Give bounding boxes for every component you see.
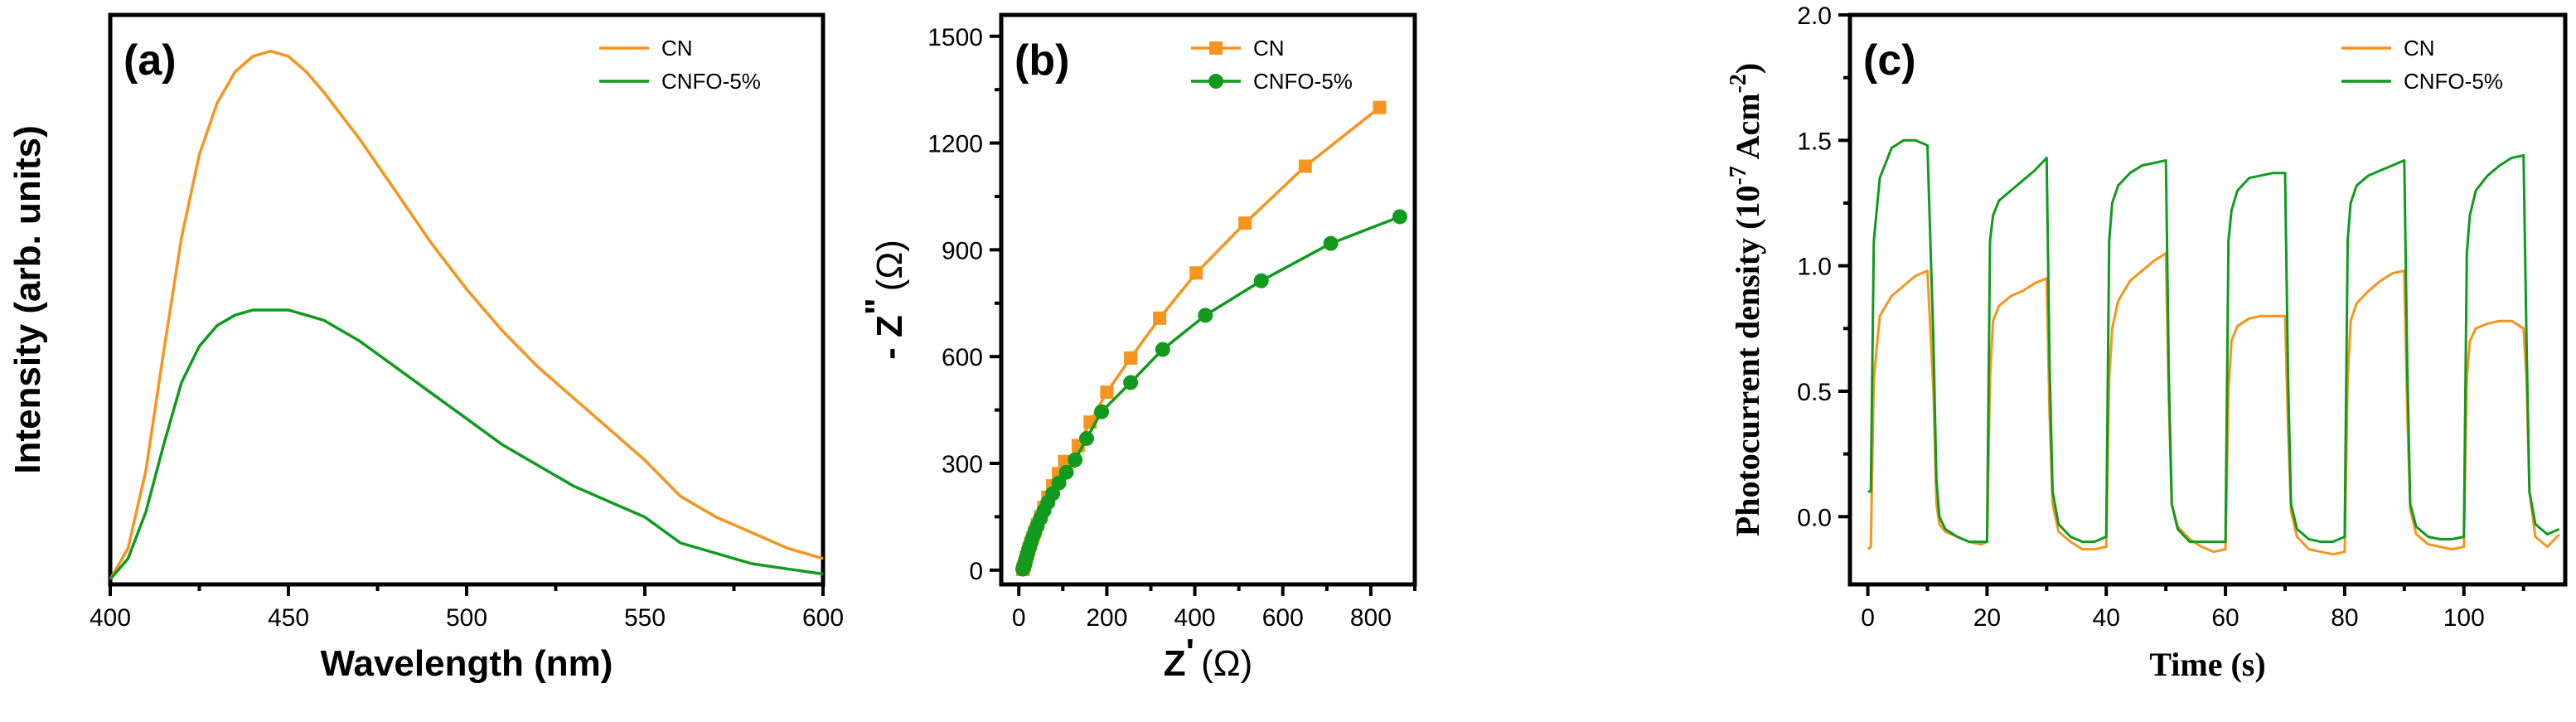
legend-label-cnfo: CNFO-5% — [661, 69, 761, 94]
y-tick-label: 300 — [942, 451, 983, 478]
legend-marker — [1208, 74, 1223, 89]
x-axis-title-prime: ' — [1186, 632, 1194, 672]
series-line-cnfo — [109, 308, 824, 580]
y-axis-title-prime: " — [858, 298, 898, 315]
x-tick-label: 800 — [1350, 604, 1392, 632]
data-point-cn — [1373, 100, 1387, 114]
y-axis-title-exp1: -7 — [1726, 166, 1751, 185]
y-tick-label: 0.5 — [1797, 379, 1832, 406]
x-axis-title-main: Z — [1164, 643, 1186, 684]
y-axis-title-suffix: ) — [1729, 63, 1766, 74]
legend-marker — [1209, 41, 1223, 55]
data-point-cn — [1298, 159, 1312, 173]
x-axis-title-unit: (Ω) — [1201, 643, 1252, 684]
x-tick-label: 200 — [1086, 604, 1127, 632]
x-tick-label: 400 — [90, 604, 131, 632]
data-point-cnfo — [1078, 430, 1094, 446]
x-tick-label: 600 — [1262, 604, 1304, 632]
plot-frame — [999, 12, 1417, 587]
panel-label: (a) — [123, 36, 177, 85]
data-point-cn — [1189, 266, 1203, 280]
y-tick-label: 0 — [969, 558, 983, 585]
x-axis-title: Time (s) — [2149, 646, 2265, 683]
x-tick-label: 100 — [2443, 604, 2485, 632]
data-point-cnfo — [1253, 273, 1269, 288]
data-point-cnfo — [1323, 235, 1339, 251]
y-tick-label: 1.0 — [1797, 254, 1832, 281]
data-point-cnfo — [1123, 375, 1139, 390]
data-point-cnfo — [1155, 342, 1170, 357]
legend-label-cnfo: CNFO-5% — [2404, 69, 2503, 94]
series-line-cn — [1867, 252, 2560, 556]
x-tick-label: 450 — [268, 604, 309, 632]
panel-label: (c) — [1863, 36, 1916, 85]
x-tick-label: 0 — [1012, 604, 1026, 632]
y-axis-title: - Z" (Ω) — [858, 240, 910, 360]
data-point-cnfo — [1051, 475, 1067, 491]
legend-label-cn: CN — [661, 36, 693, 61]
y-tick-label: 0.0 — [1797, 504, 1832, 531]
y-tick-label: 600 — [942, 344, 983, 371]
x-tick-label: 20 — [1973, 604, 2001, 632]
data-point-cnfo — [1198, 308, 1213, 323]
series-line-cn — [109, 49, 824, 580]
series-line-cnfo — [1021, 215, 1401, 570]
y-tick-label: 900 — [942, 237, 983, 264]
data-point-cn — [1100, 385, 1114, 400]
x-tick-label: 550 — [624, 604, 666, 632]
x-tick-label: 80 — [2331, 604, 2358, 632]
x-axis-title: Wavelength (nm) — [321, 643, 613, 684]
x-tick-label: 40 — [2093, 604, 2120, 632]
x-tick-label: 600 — [802, 604, 844, 632]
x-tick-label: 60 — [2211, 604, 2239, 632]
y-axis-title-unit: (Ω) — [869, 240, 910, 291]
y-tick-label: 1.5 — [1797, 128, 1832, 155]
plot-frame — [1847, 12, 2568, 587]
x-tick-label: 500 — [446, 604, 487, 632]
data-point-cn — [1153, 311, 1167, 325]
data-point-cnfo — [1094, 404, 1110, 419]
y-axis-title-main: - Z — [869, 315, 910, 360]
y-axis-title: Photocurrent density (10-7 Acm-2) — [1726, 63, 1766, 536]
data-point-cnfo — [1392, 209, 1407, 225]
data-point-cnfo — [1058, 464, 1074, 480]
legend-label-cn: CN — [2404, 36, 2435, 61]
panel-label: (b) — [1014, 36, 1069, 85]
y-tick-label: 1500 — [927, 24, 983, 51]
panel-a: 400 450 500 550 600 (a) Wavelength (nm) Intensi… — [7, 12, 844, 684]
y-tick-label: 1200 — [927, 131, 983, 158]
data-point-cnfo — [1068, 452, 1083, 468]
x-axis-title: Z' (Ω) — [1164, 632, 1253, 684]
y-axis-title-mid: Acm — [1729, 93, 1766, 166]
series-line-cnfo — [1867, 138, 2560, 544]
data-point-cn — [1238, 216, 1252, 230]
y-axis-title-exp2: -2 — [1726, 74, 1751, 93]
x-tick-label: 0 — [1861, 604, 1875, 632]
series-line-cn — [1021, 106, 1381, 570]
y-tick-label: 2.0 — [1797, 2, 1832, 30]
x-tick-label: 400 — [1174, 604, 1216, 632]
legend-label-cnfo: CNFO-5% — [1253, 69, 1353, 94]
y-axis-title: Intensity (arb. units) — [7, 125, 48, 473]
panel-c: 0 20 40 60 80 100 0.0 0.5 1.0 1.5 2.0 (c) Time (s) Ph… — [1726, 2, 2568, 683]
y-axis-title-prefix: Photocurrent density (10 — [1729, 186, 1766, 537]
data-point-cn — [1124, 351, 1138, 365]
legend-label-cn: CN — [1253, 36, 1285, 61]
